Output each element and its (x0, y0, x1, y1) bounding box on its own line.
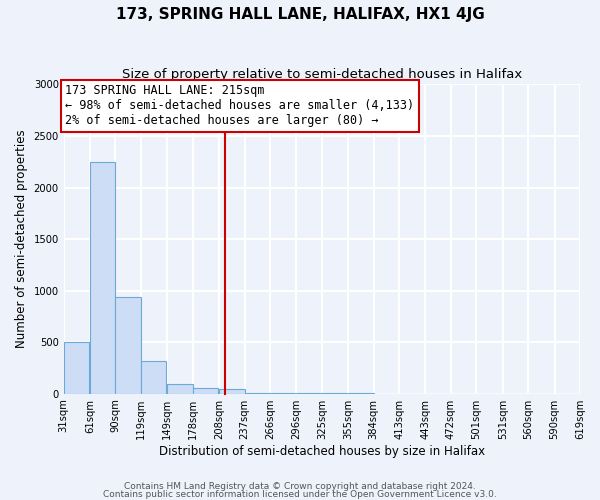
Bar (193, 388, 218, 394)
Bar (270, 393, 295, 394)
Text: Contains public sector information licensed under the Open Government Licence v3: Contains public sector information licen… (103, 490, 497, 499)
Text: 173, SPRING HALL LANE, HALIFAX, HX1 4JG: 173, SPRING HALL LANE, HALIFAX, HX1 4JG (116, 8, 484, 22)
X-axis label: Distribution of semi-detached houses by size in Halifax: Distribution of semi-detached houses by … (159, 444, 485, 458)
Bar (296, 393, 322, 394)
Bar (141, 360, 166, 394)
Y-axis label: Number of semi-detached properties: Number of semi-detached properties (15, 130, 28, 348)
Bar (219, 389, 245, 394)
Bar (167, 384, 193, 394)
Bar (322, 393, 347, 394)
Bar (115, 297, 141, 394)
Bar (90, 162, 115, 394)
Text: Contains HM Land Registry data © Crown copyright and database right 2024.: Contains HM Land Registry data © Crown c… (124, 482, 476, 491)
Title: Size of property relative to semi-detached houses in Halifax: Size of property relative to semi-detach… (122, 68, 522, 80)
Bar (245, 392, 270, 394)
Bar (348, 393, 374, 394)
Text: 173 SPRING HALL LANE: 215sqm
← 98% of semi-detached houses are smaller (4,133)
2: 173 SPRING HALL LANE: 215sqm ← 98% of se… (65, 84, 415, 128)
Bar (64, 342, 89, 394)
